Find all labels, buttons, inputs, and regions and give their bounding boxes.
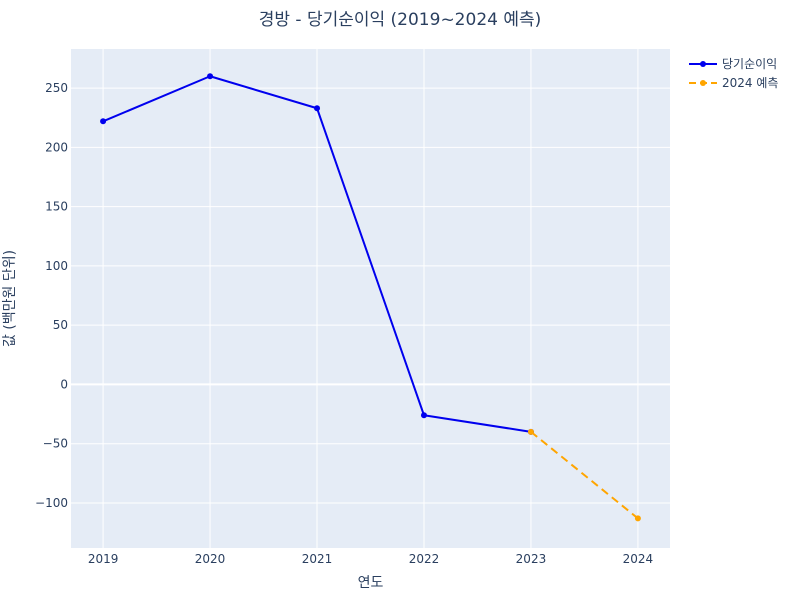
legend-marker-icon bbox=[700, 80, 706, 86]
y-axis-title: 값 (백만원 단위) bbox=[2, 250, 18, 347]
data-point[interactable] bbox=[207, 73, 214, 80]
data-point[interactable] bbox=[634, 515, 641, 522]
legend-item[interactable]: 2024 예측 bbox=[689, 76, 778, 90]
x-tick-label: 2019 bbox=[88, 552, 119, 566]
data-point[interactable] bbox=[314, 105, 321, 112]
data-point[interactable] bbox=[100, 118, 107, 125]
chart-title: 경방 - 당기순이익 (2019~2024 예측) bbox=[259, 10, 542, 30]
legend-item[interactable]: 당기순이익 bbox=[689, 57, 777, 71]
y-tick-label: 250 bbox=[45, 81, 68, 95]
data-point[interactable] bbox=[420, 412, 427, 419]
y-tick-labels: −100 −50 0 50 100 150 200 250 bbox=[35, 81, 68, 510]
x-tick-label: 2022 bbox=[409, 552, 440, 566]
x-tick-label: 2020 bbox=[195, 552, 226, 566]
plot-area bbox=[71, 49, 670, 548]
y-tick-label: 50 bbox=[53, 318, 68, 332]
x-tick-label: 2023 bbox=[516, 552, 547, 566]
x-axis-title: 연도 bbox=[358, 575, 384, 591]
legend-label: 당기순이익 bbox=[722, 57, 777, 71]
x-tick-labels: 2019 2020 2021 2022 2023 2024 bbox=[88, 552, 653, 566]
legend[interactable]: 당기순이익 2024 예측 bbox=[689, 57, 778, 90]
legend-label: 2024 예측 bbox=[722, 76, 778, 90]
y-tick-label: −50 bbox=[43, 437, 68, 451]
x-tick-label: 2024 bbox=[623, 552, 654, 566]
x-tick-label: 2021 bbox=[302, 552, 333, 566]
y-tick-label: 200 bbox=[45, 140, 68, 154]
y-tick-label: 100 bbox=[45, 259, 68, 273]
series-line bbox=[530, 431, 639, 520]
y-tick-label: 0 bbox=[60, 377, 68, 391]
grid-lines bbox=[71, 49, 670, 548]
y-tick-label: −100 bbox=[35, 496, 68, 510]
legend-marker-icon bbox=[700, 61, 706, 67]
y-tick-label: 150 bbox=[45, 200, 68, 214]
series-layer bbox=[100, 73, 641, 522]
data-point[interactable] bbox=[527, 428, 534, 435]
series-2 bbox=[527, 428, 641, 522]
